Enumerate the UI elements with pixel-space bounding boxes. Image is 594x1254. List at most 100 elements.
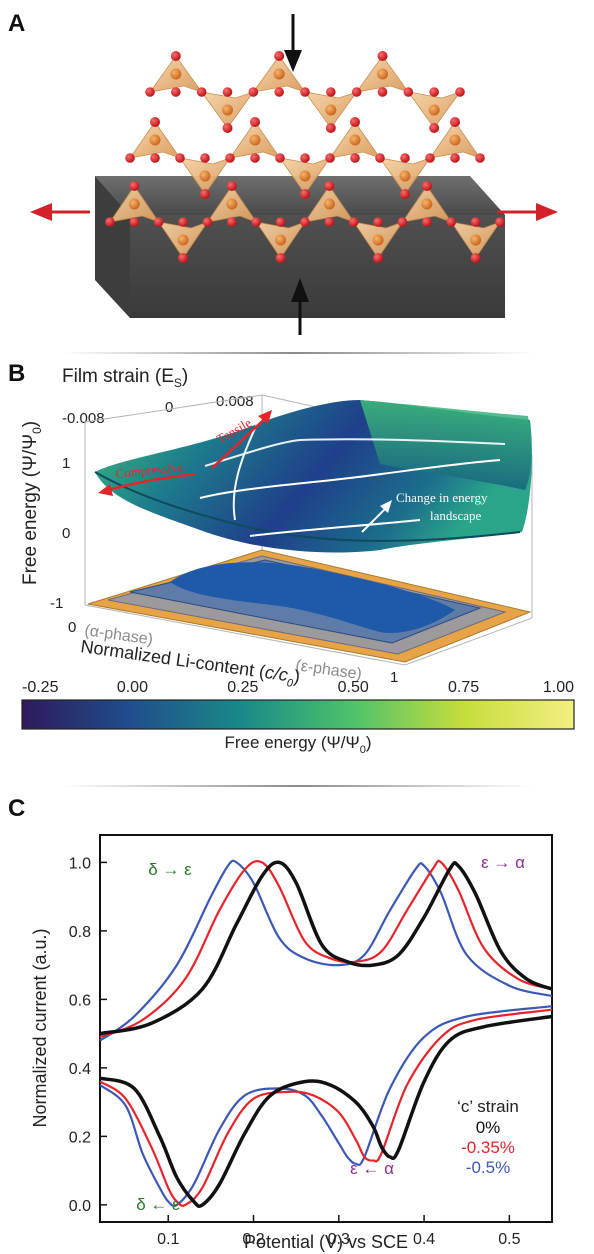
panel-b-letter: B	[8, 360, 26, 387]
oxygen-atom	[125, 153, 135, 163]
metal-atom	[222, 104, 233, 116]
tension-arrow-left	[30, 203, 90, 221]
annotation-delta-eps-bottom: δ ← ε	[136, 1195, 180, 1214]
oxygen-atom	[300, 153, 310, 163]
oxygen-atom	[350, 153, 360, 163]
cv-x-label: Potential (V) vs SCE	[244, 1232, 408, 1252]
annotation-delta-eps-top: δ → ε	[148, 860, 192, 879]
colorbar-tick-label: 0.00	[117, 679, 148, 696]
oxygen-atom	[421, 181, 432, 191]
divider-a-b	[60, 352, 534, 354]
oxygen-atom	[429, 123, 440, 133]
x-tick-label: 0.4	[413, 1231, 435, 1248]
oxygen-atom	[222, 87, 233, 97]
panel-a-illustration	[30, 14, 558, 335]
cv-line-reverse	[99, 1008, 553, 1207]
oxygen-atom	[300, 87, 310, 97]
oxygen-atom	[300, 217, 310, 227]
oxygen-atom	[227, 217, 237, 227]
oxygen-atom	[348, 217, 359, 227]
oxygen-atom	[446, 217, 457, 227]
oxygen-atom	[196, 87, 207, 97]
metal-atom	[128, 198, 140, 210]
cv-series	[99, 859, 553, 1208]
legend-entry: -0.35%	[461, 1138, 515, 1157]
oxygen-atom	[171, 87, 181, 97]
oxygen-atom	[200, 189, 210, 199]
legend-title: ‘c’ strain	[457, 1097, 519, 1116]
metal-atom	[449, 134, 461, 146]
metal-atom	[177, 234, 189, 246]
cv-y-label: Normalized current (a.u.)	[30, 928, 50, 1127]
oxygen-atom	[250, 117, 260, 127]
oxygen-atom	[470, 253, 481, 263]
metal-atom	[470, 234, 482, 246]
colorbar-bar	[21, 699, 575, 730]
oxygen-atom	[350, 117, 360, 127]
change-label-line1: Change in energy	[396, 490, 488, 505]
colorbar-tick-label: 0.75	[448, 679, 479, 696]
cv-line-reverse	[99, 1014, 553, 1208]
oxygen-atom	[324, 217, 335, 227]
metal-atom	[372, 234, 384, 246]
oxygen-atom	[200, 153, 210, 163]
panel-a-letter: A	[8, 10, 26, 37]
crystal-layer	[145, 51, 465, 133]
colorbar-tick-label: 0.50	[338, 679, 369, 696]
oxygen-atom	[170, 51, 181, 61]
oxygen-atom	[326, 87, 336, 97]
oxygen-atom	[226, 181, 237, 191]
change-arrow	[361, 500, 392, 533]
oxygen-atom	[373, 217, 383, 227]
colorbar-ticks: -0.25 0.00 0.25 0.50 0.75 1.00	[22, 679, 574, 696]
z-tick-neg1: -1	[50, 595, 63, 612]
tension-arrow-right	[497, 203, 558, 221]
z-tick-0: 0	[62, 525, 70, 542]
oxygen-atom	[250, 153, 260, 163]
oxygen-atom	[145, 87, 155, 97]
y-tick-label: 0.4	[69, 1061, 91, 1078]
cv-line-forward	[99, 860, 553, 1036]
substrate-slab-face	[130, 215, 505, 318]
colorbar-label: Free energy (Ψ/Ψ0)	[225, 733, 372, 756]
oxygen-atom	[377, 51, 388, 61]
oxygen-atom	[375, 153, 385, 163]
oxygen-atom	[202, 217, 213, 227]
oxygen-atom	[251, 217, 262, 227]
surface-contour-lines	[199, 421, 506, 537]
oxygen-atom	[274, 51, 285, 61]
colorbar: -0.25 0.00 0.25 0.50 0.75 1.00 Free energy (Ψ…	[21, 679, 575, 756]
oxygen-atom	[150, 153, 160, 163]
oxygen-atom	[450, 153, 460, 163]
oxygen-atom	[429, 87, 439, 97]
legend-entry: -0.5%	[466, 1158, 510, 1177]
oxygen-atom	[150, 117, 160, 127]
z-axis-label: Free energy (Ψ/Ψ0)	[20, 421, 44, 585]
cv-axes: 0.1 0.2 0.3 0.4 0.5 0.0 0.2 0.4 0.6 0.8 1.0	[69, 855, 521, 1248]
metal-atom	[149, 134, 161, 146]
oxygen-atom	[325, 153, 335, 163]
oxygen-atom	[175, 153, 185, 163]
strain-tick-zero: 0	[165, 399, 173, 416]
panel-c-letter: C	[8, 795, 26, 822]
oxygen-atom	[403, 87, 414, 97]
oxygen-atom	[248, 87, 259, 97]
metal-atom	[349, 134, 361, 146]
colorbar-tick-label: -0.25	[22, 679, 59, 696]
oxygen-atom	[300, 189, 310, 199]
cv-plot-frame	[99, 834, 553, 1223]
oxygen-atom	[178, 253, 189, 263]
oxygen-atom	[275, 153, 285, 163]
x-tick-label: 0.2	[242, 1231, 264, 1248]
change-label-line2: landscape	[430, 508, 481, 523]
metal-atom	[377, 68, 388, 80]
oxygen-atom	[400, 189, 410, 199]
metal-atom	[323, 198, 335, 210]
metal-atom	[226, 198, 238, 210]
metal-atom	[325, 104, 337, 116]
strain-tick-neg: -0.008	[62, 410, 105, 427]
oxygen-atom	[129, 217, 140, 227]
oxygen-atom	[274, 87, 284, 97]
compression-arrow-top	[284, 14, 302, 72]
oxygen-atom	[351, 87, 362, 97]
